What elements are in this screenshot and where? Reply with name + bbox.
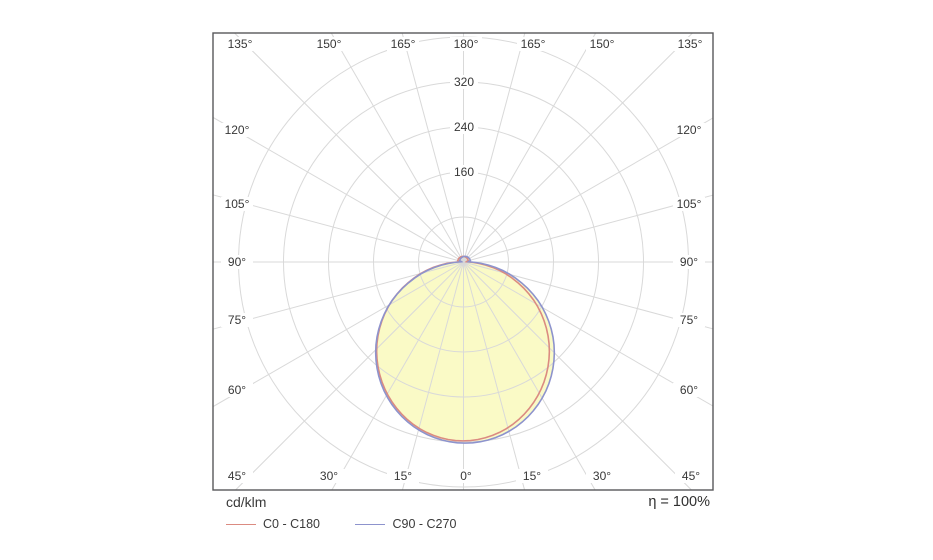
angle-label-bottom: 15° <box>523 469 541 483</box>
angle-label-top-bg <box>224 37 256 51</box>
angular-gridline <box>463 33 526 263</box>
angle-label-bottom-bg <box>387 469 419 483</box>
angular-gridline <box>213 194 464 263</box>
angular-gridline <box>331 261 464 490</box>
angle-label-top: 150° <box>317 37 342 51</box>
angle-label-right: 75° <box>680 313 698 327</box>
angle-label-bottom: 30° <box>593 469 611 483</box>
angle-label-bottom: 0° <box>460 469 472 483</box>
radial-tick-label: 160 <box>454 165 474 179</box>
angle-label-right: 90° <box>680 255 698 269</box>
angle-label-left-bg <box>221 383 253 397</box>
angle-label-right-bg <box>673 197 705 211</box>
angle-label-top-bg <box>313 37 345 51</box>
angle-label-right-bg <box>673 255 705 269</box>
angle-label-top-bg <box>517 37 549 51</box>
angle-label-right-bg <box>673 383 705 397</box>
angle-label-bottom-bg <box>675 469 707 483</box>
angular-gridline <box>463 261 526 490</box>
angle-label-left-bg <box>221 197 253 211</box>
angle-label-left: 60° <box>228 383 246 397</box>
efficiency-value: η = 100% <box>648 494 710 510</box>
angular-gridline <box>463 261 713 407</box>
radial-tick-label-bg <box>450 165 478 179</box>
legend-label-c0-c180: C0 - C180 <box>263 516 320 531</box>
intensity-lobe-fill <box>375 256 555 444</box>
angle-label-top: 180° <box>454 37 479 51</box>
angle-label-right: 105° <box>677 197 702 211</box>
radial-tick-label-bg <box>450 75 478 89</box>
curve-C0-C180 <box>375 255 551 442</box>
angle-label-bottom: 45° <box>228 469 246 483</box>
angle-label-top-bg <box>387 37 419 51</box>
c90-c270-line-swatch <box>355 523 386 525</box>
angle-label-top-bg <box>674 37 706 51</box>
angular-gridline <box>401 33 464 263</box>
angular-gridline <box>463 117 713 263</box>
angular-gridline <box>401 261 464 490</box>
angle-label-top: 165° <box>521 37 546 51</box>
legend-unit-label: cd/klm <box>226 494 267 510</box>
angle-label-top: 135° <box>678 37 703 51</box>
angle-label-bottom-bg <box>450 469 482 483</box>
legend-label-c90-c270: C90 - C270 <box>392 516 457 531</box>
angle-label-right: 120° <box>677 123 702 137</box>
angular-gridline <box>463 261 713 330</box>
angle-label-left-bg <box>221 123 253 137</box>
radial-tick-label-bg <box>450 120 478 134</box>
radial-tick-label: 320 <box>454 75 474 89</box>
angle-label-top-bg <box>450 37 482 51</box>
angular-gridline <box>213 116 464 263</box>
angular-gridline <box>213 261 464 330</box>
c0-c180-line-swatch <box>226 523 256 525</box>
angular-gridline <box>463 261 596 490</box>
angle-label-bottom-bg <box>586 469 618 483</box>
angle-label-right-bg <box>673 123 705 137</box>
angle-label-right-bg <box>673 313 705 327</box>
angle-label-left: 75° <box>228 313 246 327</box>
angle-label-bottom: 30° <box>320 469 338 483</box>
angle-label-left-bg <box>221 313 253 327</box>
angle-label-top: 135° <box>228 37 253 51</box>
angular-gridline <box>463 194 713 263</box>
angle-label-left: 120° <box>225 123 250 137</box>
angle-label-bottom-bg <box>516 469 548 483</box>
angular-gridline <box>463 33 597 263</box>
angle-label-right: 60° <box>680 383 698 397</box>
angle-label-top-bg <box>586 37 618 51</box>
legend-item-c0-c180: C0 - C180 <box>226 517 320 531</box>
angle-label-left: 90° <box>228 255 246 269</box>
angle-label-left-bg <box>221 255 253 269</box>
legend-rows: C0 - C180 C90 - C270 <box>226 513 456 531</box>
angle-label-bottom-bg <box>221 469 253 483</box>
legend-item-c90-c270: C90 - C270 <box>355 517 456 531</box>
angle-label-top: 150° <box>590 37 615 51</box>
radial-tick-label: 240 <box>454 120 474 134</box>
angle-label-bottom: 45° <box>682 469 700 483</box>
angular-gridline <box>213 261 464 408</box>
legend: cd/klm C0 - C180 C90 - C270 <box>226 494 456 531</box>
angle-label-bottom-bg <box>313 469 345 483</box>
curve-C90-C270 <box>374 255 556 444</box>
angle-label-left: 105° <box>225 197 250 211</box>
angle-label-bottom: 15° <box>394 469 412 483</box>
angular-gridline <box>330 33 464 263</box>
plot-border <box>212 32 714 491</box>
angle-label-top: 165° <box>391 37 416 51</box>
